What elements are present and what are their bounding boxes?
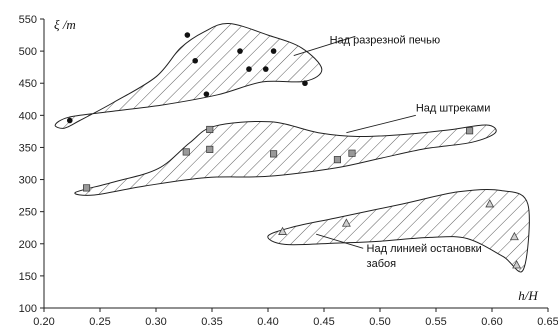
point-1 — [203, 91, 210, 97]
point-1 — [246, 66, 252, 72]
x-tick-label: 0.20 — [33, 316, 54, 328]
y-tick-label: 250 — [19, 207, 37, 219]
x-tick-label: 0.30 — [145, 316, 166, 328]
region-2 — [74, 121, 497, 196]
y-axis-label: ξ /m — [54, 17, 76, 32]
annotation-pointer-3 — [316, 233, 364, 249]
point-1 — [302, 80, 308, 87]
point-1 — [184, 32, 191, 38]
x-tick-label: 0.55 — [425, 316, 446, 328]
region-3 — [267, 188, 530, 273]
y-tick-label: 300 — [19, 175, 37, 187]
data-points — [66, 32, 522, 269]
x-tick-label: 0.35 — [201, 316, 222, 328]
point-2 — [333, 156, 341, 164]
point-3 — [512, 260, 522, 269]
point-2 — [466, 127, 474, 135]
y-tick-label: 100 — [19, 303, 37, 315]
x-tick-label: 0.40 — [257, 316, 278, 328]
x-tick-label: 0.25 — [89, 316, 110, 328]
y-tick-label: 200 — [19, 239, 37, 251]
point-2 — [270, 150, 278, 158]
annotation-label-2: Над штреками — [416, 102, 491, 114]
x-axis-label: h/H — [518, 288, 538, 303]
annotations: Над разрезной печью Над штреками Над линие… — [293, 34, 491, 270]
y-tick-label: 150 — [19, 271, 37, 283]
point-3 — [509, 231, 519, 241]
x-tick-label: 0.45 — [313, 316, 334, 328]
x-tick-label: 0.65 — [537, 316, 558, 328]
y-tick-label: 500 — [19, 46, 37, 58]
point-1 — [270, 48, 277, 54]
point-2 — [348, 149, 356, 157]
x-tick-label: 0.60 — [481, 316, 502, 328]
y-tick-label: 400 — [19, 110, 37, 122]
annotation-pointer-1 — [293, 35, 356, 57]
y-tick-label: 450 — [19, 78, 37, 90]
point-3 — [485, 199, 495, 208]
point-2 — [182, 148, 190, 156]
point-1 — [262, 66, 269, 72]
x-tick-label: 0.50 — [369, 316, 390, 328]
point-2 — [206, 145, 214, 153]
axes: 100 150 200 250 300 350 400 450 500 550 0.20 0.25 0.… — [19, 14, 558, 328]
y-tick-label: 550 — [19, 14, 37, 26]
point-3 — [278, 226, 288, 235]
point-1 — [192, 57, 198, 64]
point-2 — [206, 125, 214, 134]
point-1 — [237, 48, 243, 54]
point-3 — [341, 218, 351, 227]
annotation-label-3: Над линией остановки забоя — [367, 243, 482, 270]
region-1 — [54, 22, 323, 129]
hatched-regions — [54, 22, 530, 273]
point-2 — [83, 184, 91, 192]
point-1 — [66, 117, 73, 124]
annotation-pointer-2 — [346, 114, 416, 134]
annotation-label-1: Над разрезной печью — [330, 34, 441, 46]
y-tick-label: 350 — [19, 142, 37, 154]
